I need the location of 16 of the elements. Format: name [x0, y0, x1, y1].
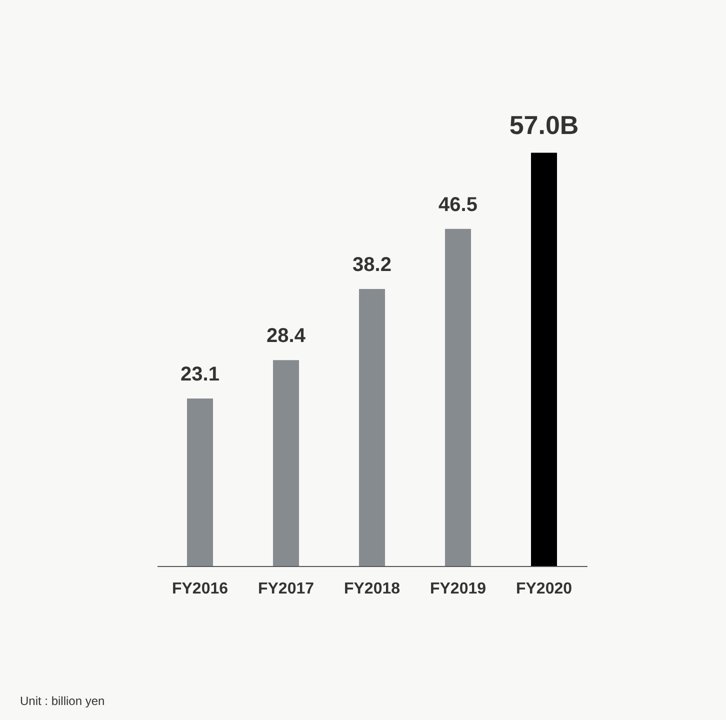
- data-label: 57.0B: [509, 110, 579, 140]
- x-tick-label: FY2016: [172, 580, 228, 598]
- data-label: 38.2: [352, 254, 392, 276]
- bar: [531, 152, 557, 566]
- text: Unit : billion yen: [20, 694, 105, 708]
- bar: [445, 228, 471, 566]
- bar: [187, 398, 213, 566]
- bar: [273, 360, 299, 566]
- x-tick-label: FY2019: [430, 580, 486, 598]
- x-tick-label: FY2017: [258, 580, 314, 598]
- bar: [359, 289, 385, 566]
- data-label: 28.4: [266, 325, 306, 348]
- data-label: 46.5: [438, 194, 478, 216]
- x-tick-label: FY2020: [516, 580, 572, 598]
- data-label: 23.1: [180, 364, 220, 386]
- x-tick-label: FY2018: [344, 580, 400, 598]
